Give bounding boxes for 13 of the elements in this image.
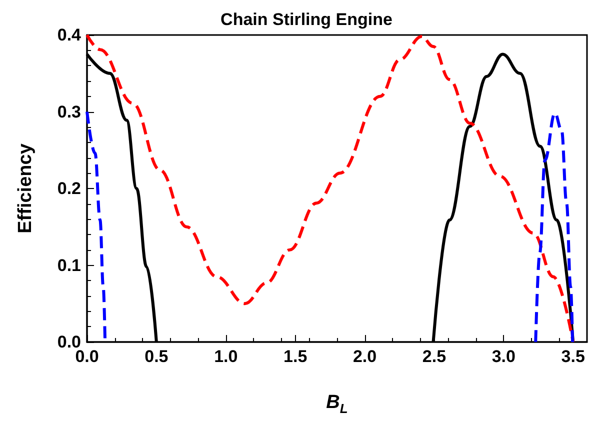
chart-title: Chain Stirling Engine bbox=[220, 10, 392, 29]
y-tick-label: 0.2 bbox=[57, 179, 81, 198]
y-axis-title: Efficiency bbox=[15, 143, 36, 234]
x-tick-label: 3.5 bbox=[561, 347, 585, 366]
y-tick-label: 0.4 bbox=[57, 26, 82, 44]
y-tick-label: 0.1 bbox=[57, 256, 81, 275]
x-tick-label: 2.5 bbox=[422, 347, 446, 366]
y-tick-label: 0.3 bbox=[57, 102, 81, 122]
x-tick-label: 3.0 bbox=[492, 347, 516, 366]
x-tick-label: 1.0 bbox=[214, 347, 238, 366]
x-tick-label: 1.5 bbox=[284, 347, 308, 366]
x-tick-label: 0.5 bbox=[144, 347, 168, 366]
x-tick-label: 2.0 bbox=[352, 347, 377, 366]
